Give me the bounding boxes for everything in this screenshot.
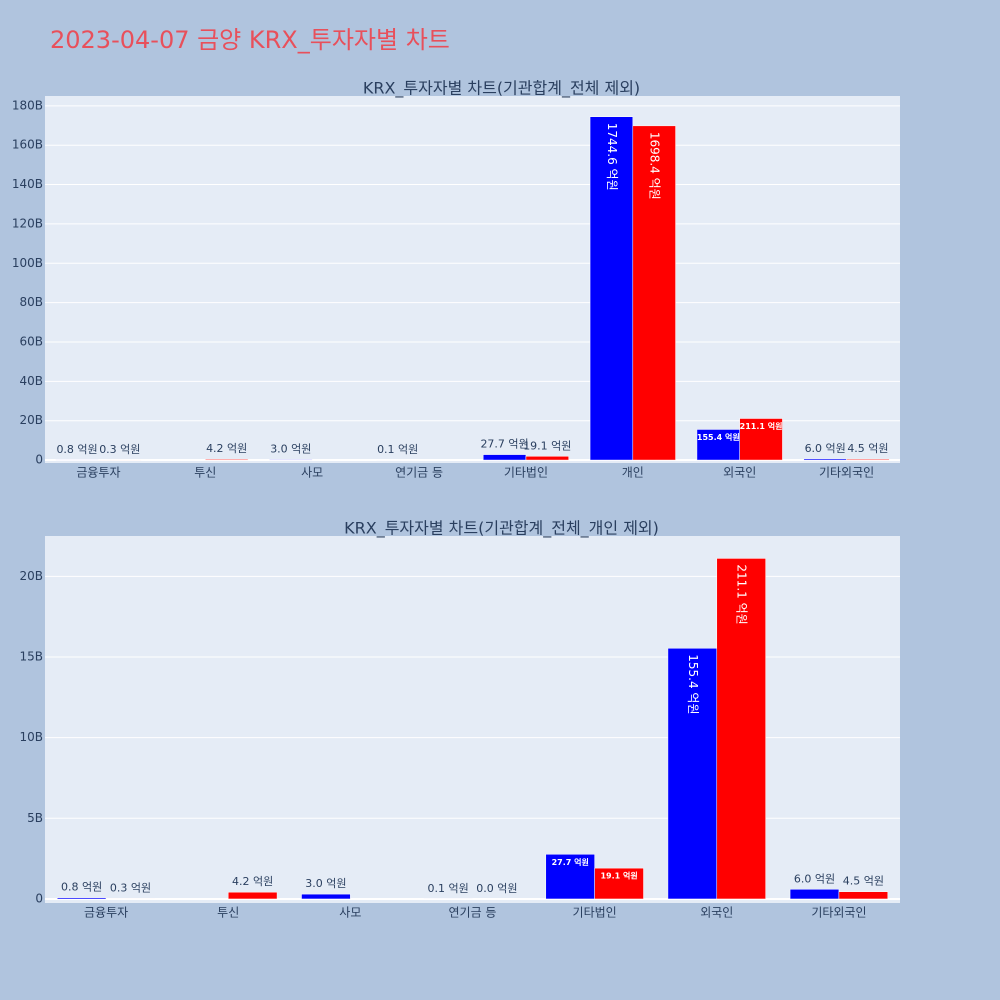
y-tick-label: 80B [19, 295, 43, 309]
bar [482, 454, 527, 461]
y-tick-label: 100B [12, 256, 43, 270]
x-tick-label: 금융투자 [84, 906, 128, 920]
bar [789, 889, 840, 900]
data-label: 19.1 억원 [523, 439, 571, 452]
x-tick-label: 사모 [301, 466, 323, 480]
bar [632, 125, 676, 461]
data-label: 0.3 억원 [99, 443, 140, 456]
x-tick-label: 기타법인 [573, 906, 617, 920]
x-tick-label: 연기금 등 [395, 466, 443, 480]
bar [846, 458, 890, 461]
bar [301, 893, 351, 900]
x-tick-label: 연기금 등 [449, 906, 497, 920]
y-tick-label: 10B [19, 730, 43, 744]
y-tick-label: 180B [12, 98, 43, 112]
x-tick-label: 외국인 [723, 466, 756, 480]
x-tick-label: 기타법인 [504, 466, 548, 480]
bar [589, 116, 634, 461]
data-label: 0.1 억원 [427, 882, 468, 895]
data-label: 3.0 억원 [270, 442, 311, 455]
bar [803, 458, 847, 461]
plot-area [45, 536, 900, 903]
y-tick-label: 20B [19, 569, 43, 583]
x-tick-label: 투신 [217, 906, 239, 920]
y-tick-label: 140B [12, 177, 43, 191]
data-label: 4.2 억원 [206, 442, 247, 455]
data-label: 3.0 억원 [305, 877, 346, 890]
chart-title: KRX_투자자별 차트(기관합계_전체 제외) [363, 79, 640, 99]
x-tick-label: 개인 [622, 466, 644, 480]
data-label: 0.1 억원 [377, 443, 418, 456]
y-tick-label: 120B [12, 216, 43, 230]
bar [56, 897, 107, 900]
data-label: 6.0 억원 [794, 872, 835, 885]
x-tick-label: 기타외국인 [819, 466, 874, 480]
bar [667, 648, 718, 900]
y-tick-label: 60B [19, 334, 43, 348]
y-tick-label: 0 [35, 453, 43, 467]
data-label: 0.8 억원 [61, 881, 102, 894]
data-label: 4.5 억원 [847, 442, 888, 455]
data-label: 155.4 억원 [686, 654, 700, 714]
y-tick-label: 0 [35, 891, 43, 905]
y-tick-label: 5B [27, 811, 43, 825]
data-label: 155.4 억원 [697, 432, 740, 442]
chart-title: KRX_투자자별 차트(기관합계_전체_개인 제외) [344, 519, 659, 539]
y-tick-label: 15B [19, 649, 43, 663]
y-tick-label: 160B [12, 138, 43, 152]
bar [227, 891, 278, 900]
data-label: 0.3 억원 [110, 881, 151, 894]
x-tick-label: 기타외국인 [811, 906, 866, 920]
bar [739, 418, 783, 461]
bar [594, 867, 644, 900]
data-label: 4.5 억원 [843, 875, 884, 888]
data-label: 1744.6 억원 [605, 123, 619, 191]
bar [716, 558, 766, 900]
data-label: 0.0 억원 [476, 882, 517, 895]
plot-area [45, 96, 900, 463]
data-label: 1698.4 억원 [648, 132, 662, 200]
y-tick-label: 40B [19, 374, 43, 388]
bar [525, 456, 569, 461]
page-title: 2023-04-07 금양 KRX_투자자별 차트 [50, 26, 450, 54]
data-label: 4.2 억원 [232, 875, 273, 888]
data-label: 0.8 억원 [56, 443, 97, 456]
data-label: 211.1 억원 [740, 421, 783, 431]
bar [205, 458, 249, 461]
data-label: 27.7 억원 [552, 857, 589, 867]
bar [838, 891, 889, 900]
data-label: 19.1 억원 [600, 871, 637, 881]
x-tick-label: 사모 [339, 906, 361, 920]
y-tick-label: 20B [19, 413, 43, 427]
data-label: 27.7 억원 [480, 438, 528, 451]
x-tick-label: 투신 [194, 466, 216, 480]
x-tick-label: 금융투자 [76, 466, 120, 480]
data-label: 211.1 억원 [735, 564, 749, 624]
bar [696, 429, 740, 461]
x-tick-label: 외국인 [700, 906, 733, 920]
data-label: 6.0 억원 [805, 442, 846, 455]
bar [269, 459, 313, 461]
